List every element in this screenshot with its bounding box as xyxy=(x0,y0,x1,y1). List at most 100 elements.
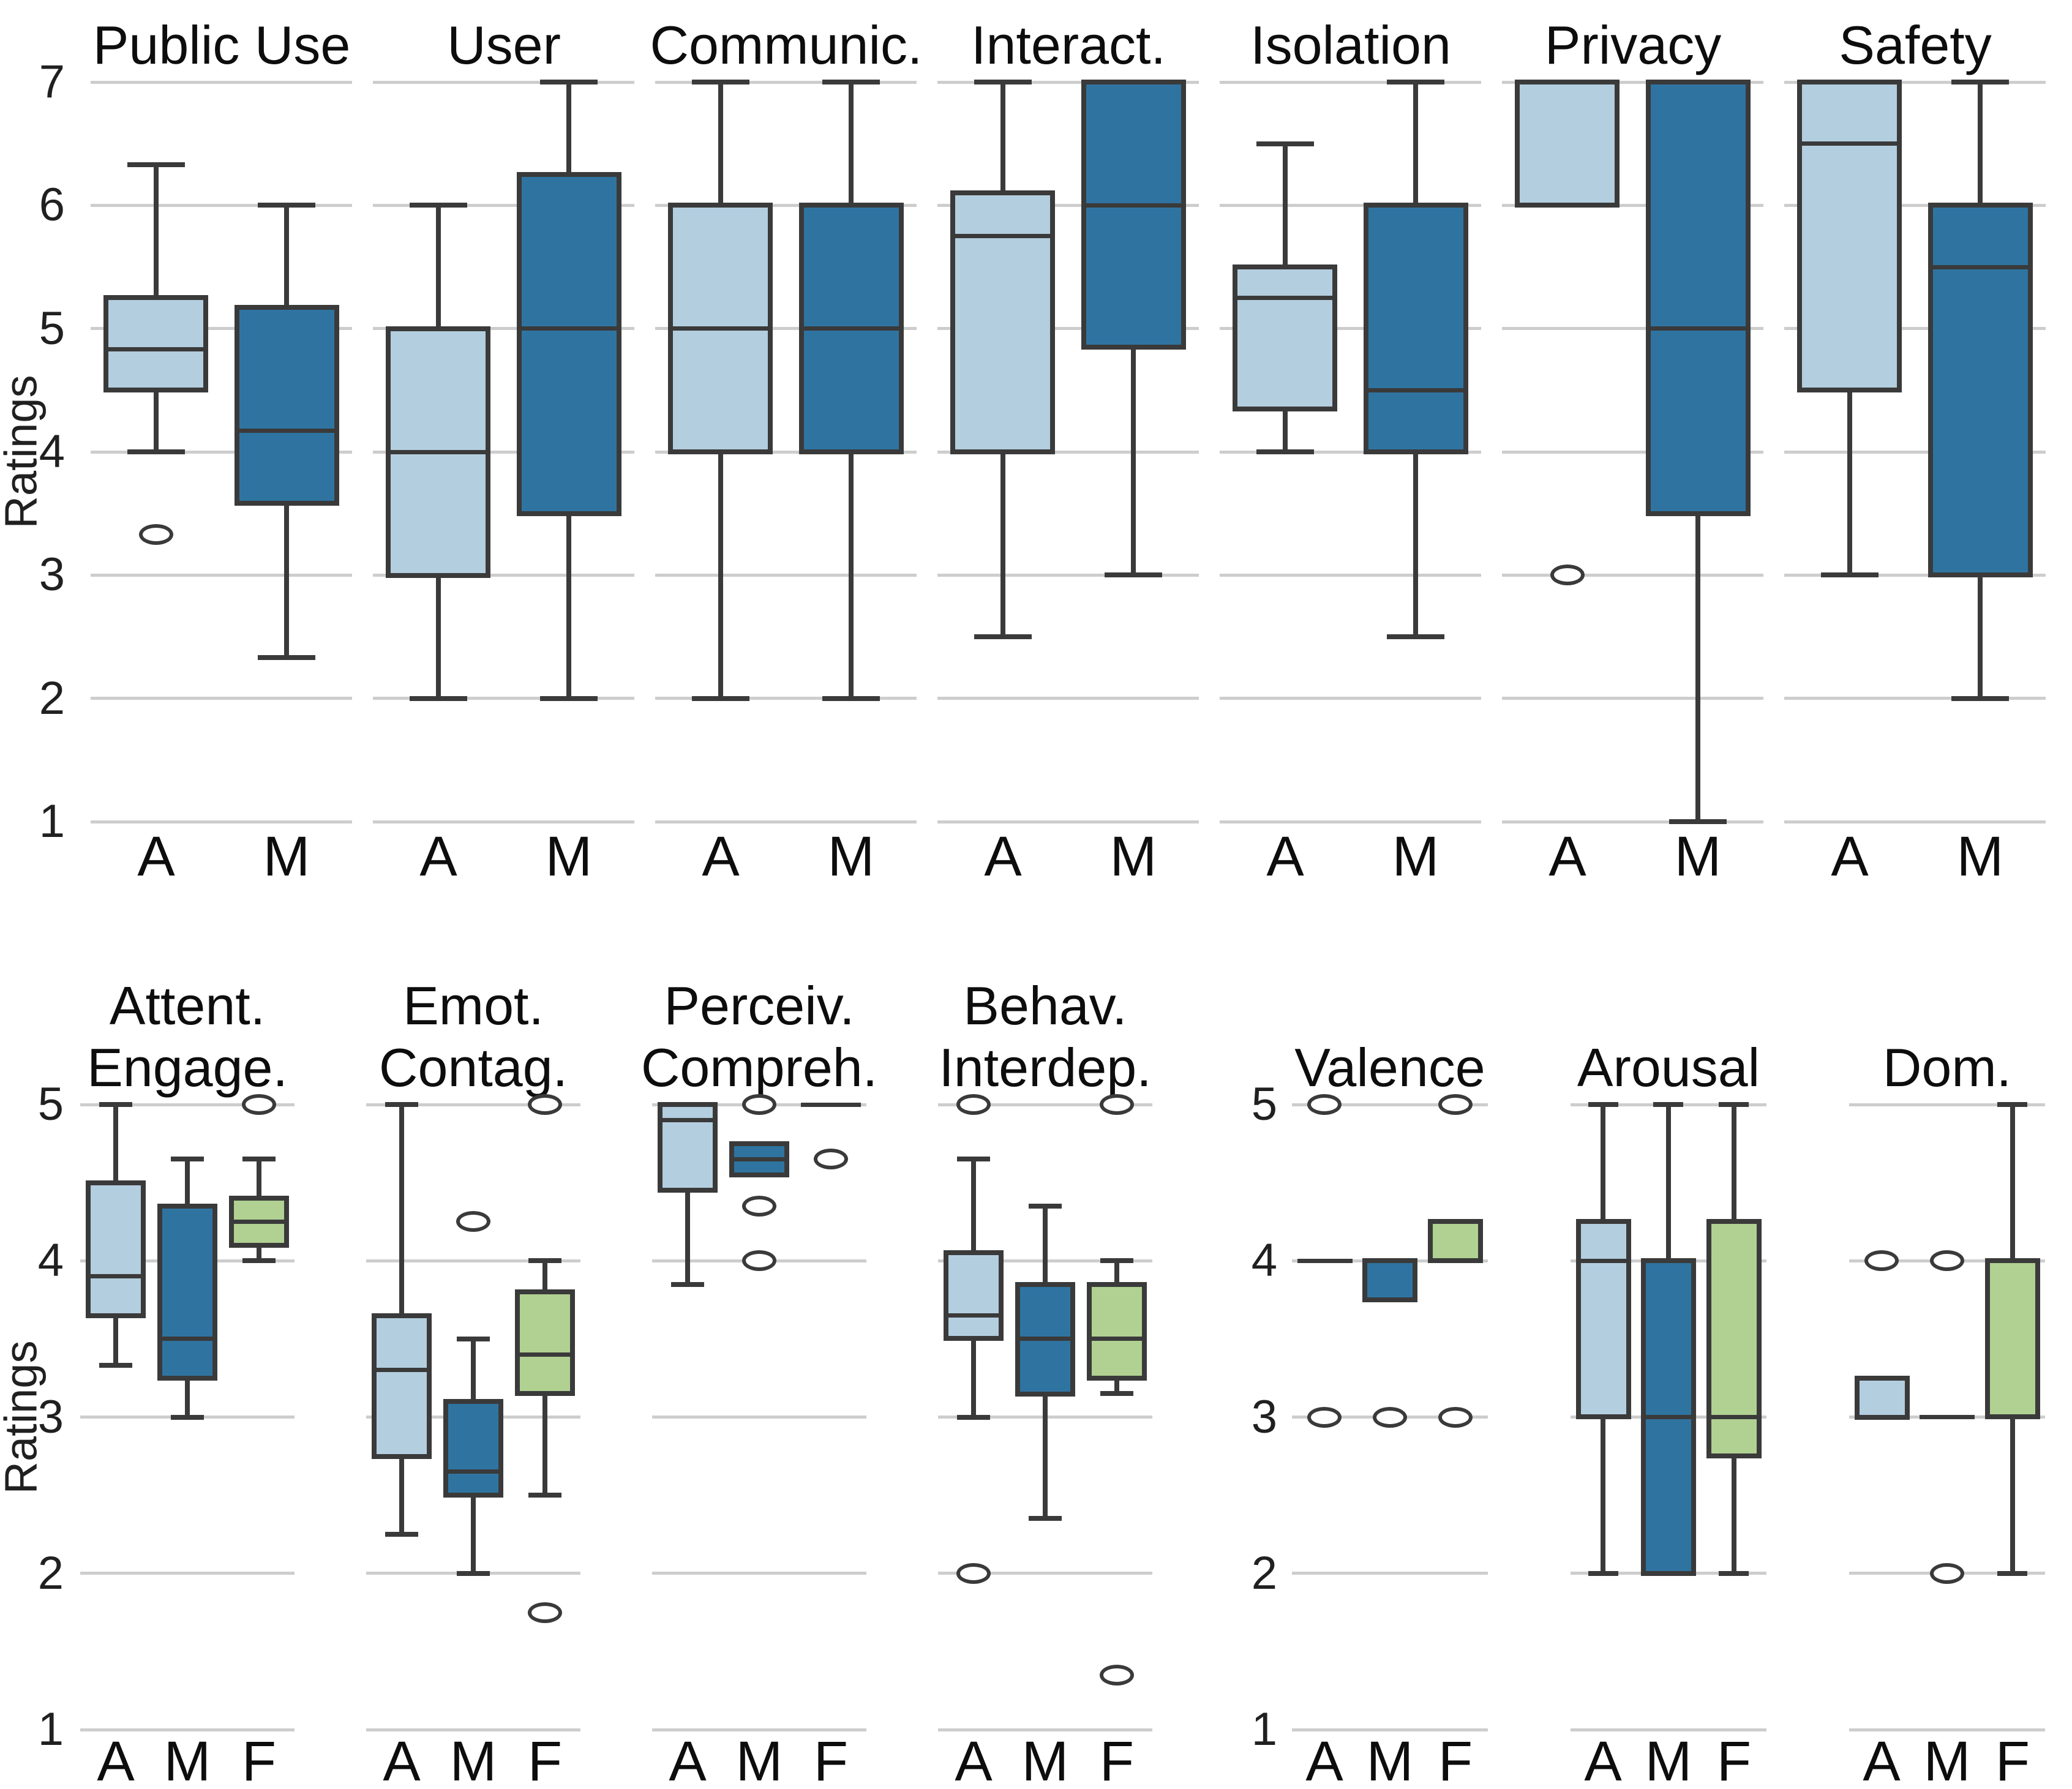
panel-perceiv-compreh xyxy=(652,1094,866,1731)
whisker-cap-upper xyxy=(385,1102,418,1107)
x-category-label-F: F xyxy=(813,1730,849,1789)
gridline xyxy=(655,204,917,207)
whisker-lower xyxy=(1695,514,1700,822)
whisker-upper xyxy=(849,82,854,205)
outlier-marker xyxy=(742,1094,776,1115)
whisker-cap-upper xyxy=(258,203,315,208)
box-A xyxy=(1233,264,1337,411)
panel-title-safety: Safety xyxy=(1839,14,1992,75)
median-line-M xyxy=(799,326,904,331)
median-line-M xyxy=(1015,1337,1075,1341)
whisker-upper xyxy=(471,1339,476,1401)
median-line-A xyxy=(372,1368,432,1372)
gridline xyxy=(655,81,917,84)
whisker-cap-lower xyxy=(540,696,598,701)
panel-title-attent-engage: Attent. Engage. xyxy=(87,975,288,1098)
panel-dom xyxy=(1849,1102,2045,1731)
x-category-label-A: A xyxy=(1584,1730,1622,1789)
whisker-cap-lower xyxy=(1719,1571,1749,1576)
median-line-A xyxy=(1233,296,1337,300)
median-line-M xyxy=(1641,1415,1696,1419)
whisker-cap-upper xyxy=(974,80,1032,84)
gridline xyxy=(1849,1103,2045,1106)
gridline xyxy=(1571,1728,1766,1731)
whisker-cap-lower xyxy=(671,1282,704,1287)
whisker-cap-upper xyxy=(1256,141,1314,146)
whisker-lower xyxy=(1978,575,1983,698)
gridline xyxy=(652,1728,866,1731)
whisker-cap-lower xyxy=(1256,449,1314,454)
x-category-label-A: A xyxy=(984,825,1022,888)
gridline xyxy=(1784,451,2046,454)
whisker-lower xyxy=(185,1378,190,1417)
whisker-cap-upper xyxy=(457,1337,490,1341)
panel-interact xyxy=(937,80,1199,823)
whisker-cap-lower xyxy=(1105,572,1162,577)
gridline xyxy=(1849,1728,2045,1731)
whisker-upper xyxy=(1283,144,1288,267)
x-category-label-A: A xyxy=(955,1730,993,1789)
whisker-upper xyxy=(2010,1105,2015,1261)
x-category-label-M: M xyxy=(263,825,310,888)
whisker-cap-lower xyxy=(1387,634,1444,639)
whisker-lower xyxy=(1043,1393,1048,1518)
x-category-label-A: A xyxy=(97,1730,135,1789)
outlier-marker xyxy=(1438,1407,1473,1428)
median-line-F xyxy=(1985,1415,2040,1419)
whisker-upper xyxy=(971,1159,976,1253)
y-tick-label: 3 xyxy=(37,1391,64,1443)
median-line-F xyxy=(1087,1337,1147,1341)
gridline xyxy=(373,327,634,330)
whisker-cap-upper xyxy=(1100,1258,1133,1263)
whisker-upper xyxy=(257,1159,261,1198)
outlier-marker xyxy=(956,1094,991,1115)
box-M xyxy=(235,305,339,506)
whisker-cap-lower xyxy=(1669,819,1727,824)
box-A xyxy=(372,1313,432,1459)
x-category-label-M: M xyxy=(1109,825,1157,888)
x-category-label-A: A xyxy=(1266,825,1304,888)
x-category-label-M: M xyxy=(163,1730,211,1789)
gridline xyxy=(655,697,917,700)
panel-title-interact: Interact. xyxy=(971,14,1166,75)
gridline xyxy=(1502,820,1763,823)
y-tick-label: 2 xyxy=(1251,1547,1277,1599)
gridline xyxy=(91,451,352,454)
x-category-label-M: M xyxy=(735,1730,783,1789)
whisker-cap-lower xyxy=(1100,1391,1133,1396)
gridline xyxy=(937,204,1199,207)
panel-title-communic: Communic. xyxy=(650,14,923,75)
gridline xyxy=(652,1416,866,1419)
whisker-lower xyxy=(1601,1417,1605,1573)
x-category-label-A: A xyxy=(137,825,175,888)
outlier-marker xyxy=(456,1211,490,1232)
whisker-upper xyxy=(1413,82,1418,205)
gridline xyxy=(91,574,352,577)
median-line-A xyxy=(1297,1259,1353,1263)
box-M xyxy=(1081,80,1186,350)
panel-valence xyxy=(1292,1094,1488,1731)
whisker-cap-lower xyxy=(692,696,749,701)
x-category-label-A: A xyxy=(669,1730,707,1789)
median-line-F xyxy=(801,1103,861,1107)
gridline xyxy=(652,1572,866,1575)
median-line-M xyxy=(235,429,339,433)
y-tick-label: 6 xyxy=(39,179,65,231)
whisker-lower xyxy=(1732,1456,1736,1573)
whisker-cap-upper xyxy=(127,162,185,167)
whisker-cap-upper xyxy=(1653,1102,1683,1107)
whisker-cap-lower xyxy=(528,1493,561,1498)
panel-title-user: User xyxy=(447,14,561,75)
median-line-F xyxy=(1706,1415,1762,1419)
box-A xyxy=(1855,1376,1910,1420)
whisker-cap-lower xyxy=(957,1415,990,1420)
median-line-A xyxy=(944,1313,1004,1318)
x-category-label-M: M xyxy=(1956,825,2004,888)
whisker-cap-upper xyxy=(99,1102,132,1107)
x-category-label-A: A xyxy=(419,825,457,888)
x-category-label-M: M xyxy=(545,825,593,888)
whisker-upper xyxy=(566,82,571,174)
whisker-lower xyxy=(718,452,723,699)
gridline xyxy=(366,1728,580,1731)
whisker-lower xyxy=(1114,1378,1119,1394)
